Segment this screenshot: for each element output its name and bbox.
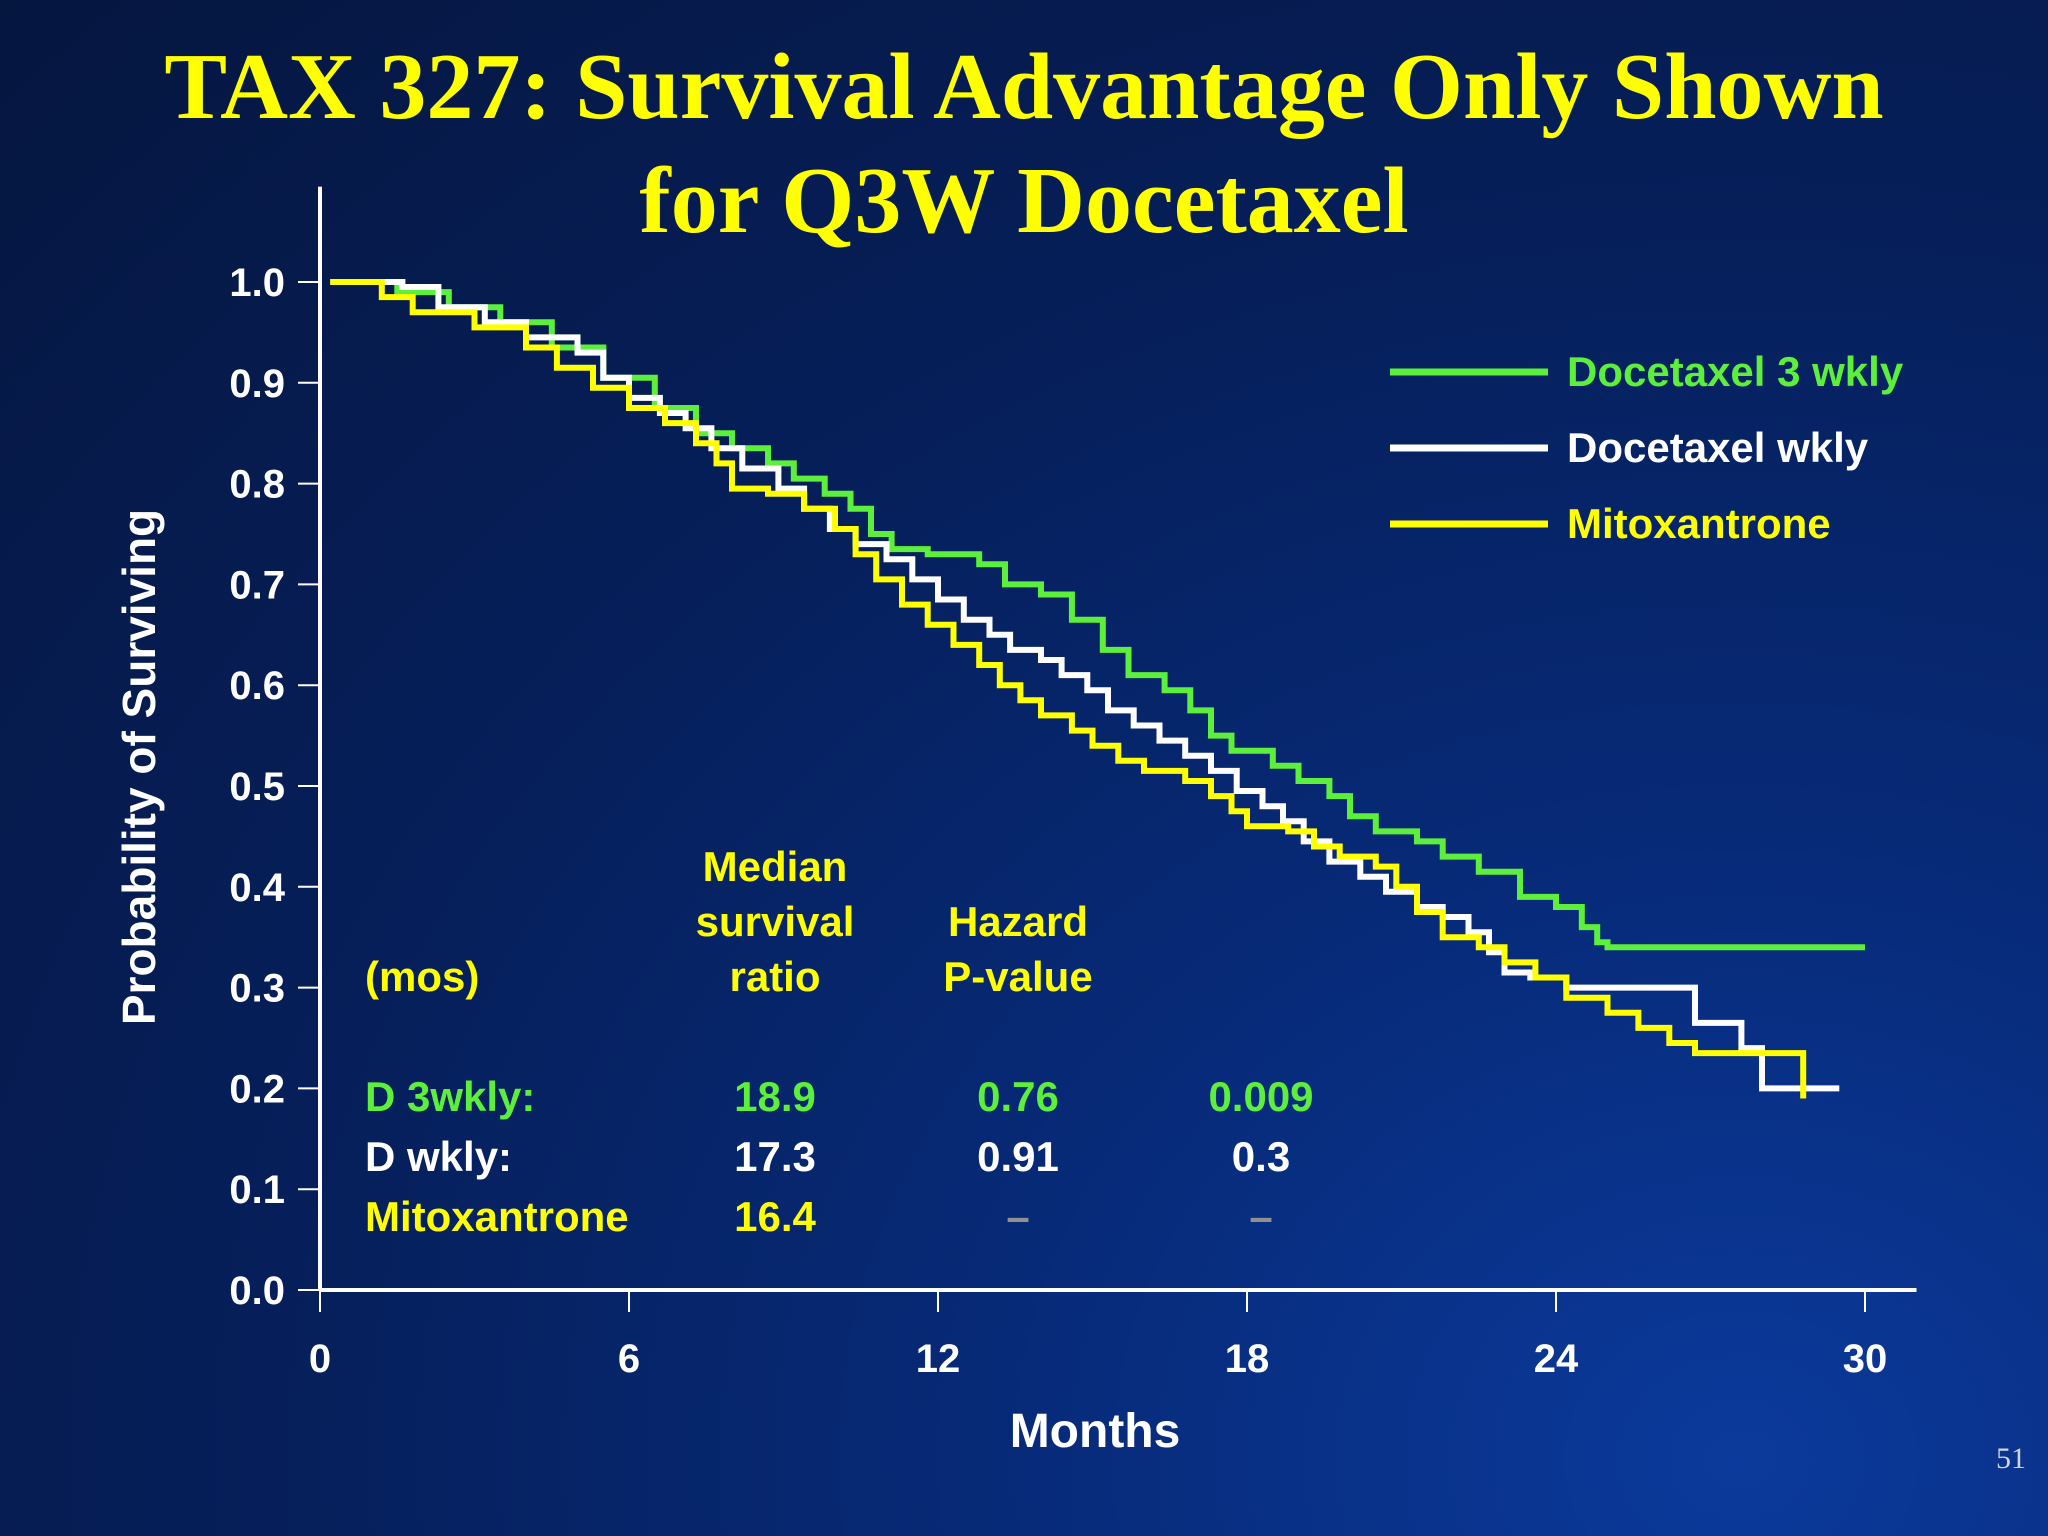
table-row-label: D wkly: <box>365 1133 512 1180</box>
y-axis-label: Probability of Surviving <box>113 509 165 1025</box>
slide-title: TAX 327: Survival Advantage Only Shown f… <box>0 30 2048 258</box>
y-tick-label: 0.1 <box>229 1168 285 1212</box>
x-tick-label: 30 <box>1843 1337 1888 1381</box>
title-line-1: TAX 327: Survival Advantage Only Shown <box>164 35 1884 139</box>
hazard-header-line: Hazard <box>948 898 1088 945</box>
series-line-3 <box>330 279 1807 1099</box>
slide-number: 51 <box>1996 1442 2026 1475</box>
y-tick-label: 0.5 <box>229 765 285 809</box>
median-header-line: survival <box>696 898 855 945</box>
y-tick-label: 0.3 <box>229 967 285 1011</box>
median-header-line: ratio <box>729 953 820 1000</box>
table-row-label: D 3wkly: <box>365 1073 535 1120</box>
hazard-header-line: P-value <box>943 953 1092 1000</box>
chart-axes: 0.0 0.1 0.2 0.3 0.4 0.5 0.6 0.7 0.8 0.9 1.0 0 6 12 18 2… <box>113 186 1917 1458</box>
legend-label-2: Docetaxel wkly <box>1567 424 1869 471</box>
x-tick-label: 6 <box>618 1337 640 1381</box>
median-header-line: Median <box>703 843 848 890</box>
y-tick-label: 0.2 <box>229 1067 285 1111</box>
y-tick-label: 0.0 <box>229 1269 285 1313</box>
chart-legend: Docetaxel 3 wkly Docetaxel wkly Mitoxantro… <box>1390 348 1904 547</box>
table-hazard-value: 0.91 <box>977 1133 1059 1180</box>
table-median-value: 16.4 <box>734 1193 816 1240</box>
stats-table: (mos) Median survival ratio Hazard P-value D 3… <box>365 843 1314 1240</box>
y-tick-label: 0.7 <box>229 563 285 607</box>
y-tick-label: 0.9 <box>229 362 285 406</box>
table-median-value: 17.3 <box>734 1133 816 1180</box>
x-tick-label: 18 <box>1225 1337 1270 1381</box>
legend-label-1: Docetaxel 3 wkly <box>1567 348 1904 395</box>
x-tick-label: 0 <box>309 1337 331 1381</box>
y-tick-label: 0.8 <box>229 463 285 507</box>
series-line-1 <box>330 279 1865 951</box>
x-axis-label: Months <box>1010 1405 1181 1458</box>
table-pvalue-value: 0.009 <box>1208 1073 1313 1120</box>
y-tick-label: 0.6 <box>229 664 285 708</box>
x-tick-label: 12 <box>916 1337 961 1381</box>
table-row-label: Mitoxantrone <box>365 1193 629 1240</box>
legend-label-3: Mitoxantrone <box>1567 500 1831 547</box>
table-pvalue-value: 0.3 <box>1232 1133 1290 1180</box>
table-hazard-value: 0.76 <box>977 1073 1059 1120</box>
x-tick-label: 24 <box>1534 1337 1579 1381</box>
chart-series <box>330 279 1865 1099</box>
title-line-2: for Q3W Docetaxel <box>639 149 1409 253</box>
table-unit-header: (mos) <box>365 953 479 1000</box>
table-pvalue-value: – <box>1249 1193 1272 1240</box>
y-tick-label: 0.4 <box>229 866 285 910</box>
table-median-value: 18.9 <box>734 1073 816 1120</box>
table-hazard-value: – <box>1006 1193 1029 1240</box>
y-tick-label: 1.0 <box>229 261 285 305</box>
